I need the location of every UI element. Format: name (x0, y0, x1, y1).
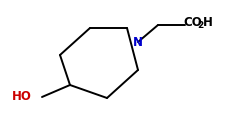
Text: N: N (133, 36, 143, 48)
Text: CO: CO (183, 15, 202, 29)
Text: HO: HO (12, 91, 32, 103)
Text: 2: 2 (197, 20, 203, 29)
Text: H: H (203, 15, 213, 29)
